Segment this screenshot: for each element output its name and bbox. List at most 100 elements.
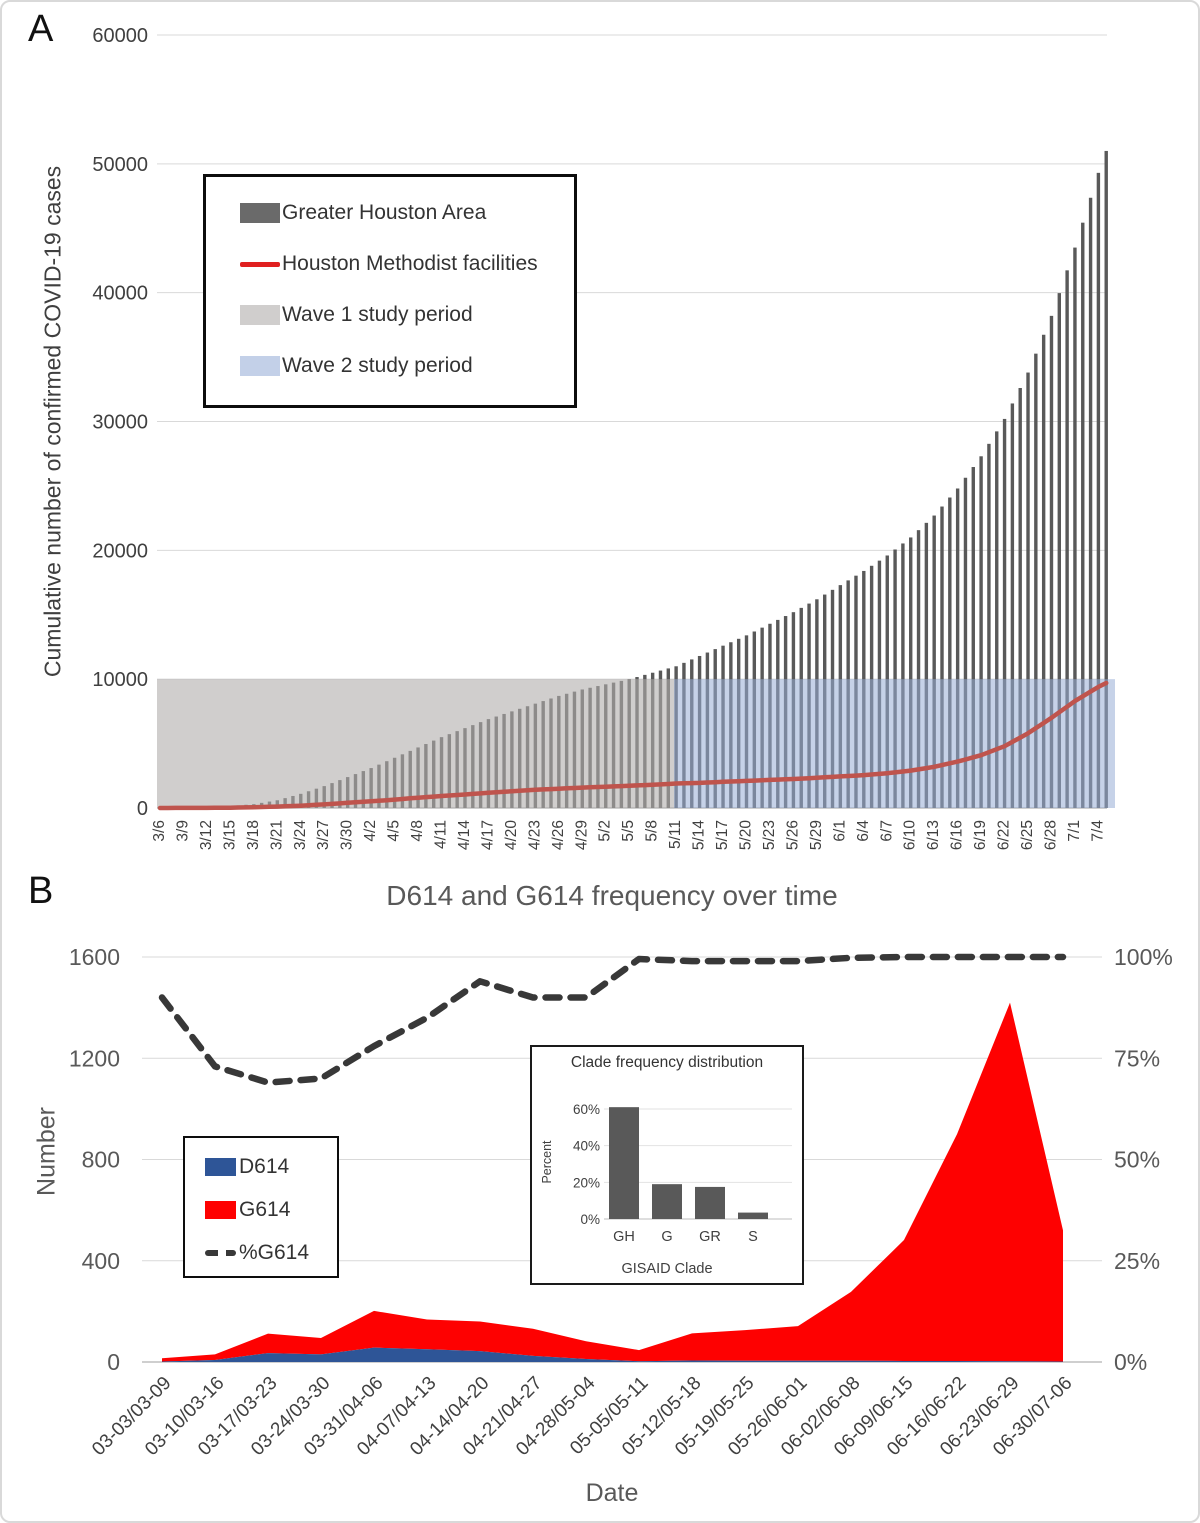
panel-b-chart: 0 0%400 25%800 50%1200 75%1600 100%03-03/03-0… xyxy=(69,944,1173,1460)
svg-text:800: 800 xyxy=(82,1147,120,1173)
svg-text:6/28: 6/28 xyxy=(1042,820,1059,850)
svg-text:100%: 100% xyxy=(1114,944,1173,970)
houston-area-bar-swatch-icon xyxy=(240,203,280,223)
svg-text:4/8: 4/8 xyxy=(409,820,426,842)
svg-text:4/23: 4/23 xyxy=(526,820,543,850)
svg-text:6/10: 6/10 xyxy=(902,820,919,851)
pct-g614-dash-swatch-icon xyxy=(205,1250,236,1256)
svg-text:5/26: 5/26 xyxy=(784,820,801,850)
panel-b-legend: D614 G614 %G614 xyxy=(183,1136,339,1278)
svg-text:6/19: 6/19 xyxy=(972,820,989,850)
inset-title: Clade frequency distribution xyxy=(570,1054,764,1071)
svg-text:5/5: 5/5 xyxy=(620,820,637,842)
panel-b-label: B xyxy=(28,870,54,912)
svg-text:3/24: 3/24 xyxy=(292,820,309,851)
svg-text:4/11: 4/11 xyxy=(433,820,450,849)
svg-text:20000: 20000 xyxy=(92,540,148,562)
legend-label: Wave 1 study period xyxy=(282,303,473,326)
panel-b-y-axis-title: Number xyxy=(32,1107,61,1196)
svg-text:6/7: 6/7 xyxy=(878,820,895,842)
inset-x-axis-title: GISAID Clade xyxy=(621,1261,713,1277)
svg-text:7/4: 7/4 xyxy=(1089,820,1106,842)
svg-text:1200: 1200 xyxy=(69,1045,120,1071)
svg-text:5/11: 5/11 xyxy=(667,820,684,849)
svg-text:5/29: 5/29 xyxy=(808,820,825,850)
legend-item-wave1: Wave 1 study period xyxy=(240,303,574,327)
svg-text:G: G xyxy=(661,1229,672,1245)
inset-y-axis-title: Percent xyxy=(540,1140,554,1184)
svg-text:5/17: 5/17 xyxy=(714,820,731,850)
svg-text:0%: 0% xyxy=(1114,1349,1147,1375)
svg-text:3/9: 3/9 xyxy=(174,820,191,842)
g614-area-swatch-icon xyxy=(205,1201,236,1219)
svg-text:6/4: 6/4 xyxy=(855,820,872,842)
panel-a-y-axis-title: Cumulative number of confirmed COVID-19 … xyxy=(39,165,66,678)
svg-text:3/21: 3/21 xyxy=(268,820,285,850)
svg-text:3/18: 3/18 xyxy=(245,820,262,850)
svg-text:30000: 30000 xyxy=(92,412,148,434)
svg-text:S: S xyxy=(748,1229,758,1245)
svg-text:6/22: 6/22 xyxy=(996,820,1013,850)
svg-text:40%: 40% xyxy=(573,1139,600,1154)
legend-item-wave2: Wave 2 study period xyxy=(240,354,574,378)
svg-text:0: 0 xyxy=(107,1349,120,1375)
svg-text:40000: 40000 xyxy=(92,283,148,305)
legend-item-greater-houston: Greater Houston Area xyxy=(240,201,574,225)
legend-label: G614 xyxy=(239,1198,291,1221)
svg-text:1600: 1600 xyxy=(69,944,120,970)
legend-item-g614: G614 xyxy=(205,1198,337,1222)
svg-text:3/27: 3/27 xyxy=(315,820,332,850)
svg-text:5/14: 5/14 xyxy=(691,820,708,851)
svg-text:20%: 20% xyxy=(573,1175,600,1190)
inset-chart-svg: 0% 20% 40% 60% GH G GR S xyxy=(573,1102,792,1245)
svg-text:4/2: 4/2 xyxy=(362,820,379,842)
svg-text:4/5: 4/5 xyxy=(386,820,403,842)
legend-label: Greater Houston Area xyxy=(282,201,487,224)
wave2-area-swatch-icon xyxy=(240,356,280,376)
svg-text:4/29: 4/29 xyxy=(573,820,590,850)
svg-text:GH: GH xyxy=(613,1229,635,1245)
svg-text:3/15: 3/15 xyxy=(221,820,238,850)
legend-label: D614 xyxy=(239,1155,290,1178)
legend-label: %G614 xyxy=(239,1241,310,1264)
svg-text:4/17: 4/17 xyxy=(479,820,496,850)
legend-item-pct-g614: %G614 xyxy=(205,1241,337,1265)
svg-text:4/26: 4/26 xyxy=(550,820,567,850)
svg-text:5/8: 5/8 xyxy=(644,820,661,842)
panel-a-label: A xyxy=(28,8,54,50)
svg-text:6/16: 6/16 xyxy=(949,820,966,850)
legend-label: Houston Methodist facilities xyxy=(282,252,538,275)
svg-text:5/2: 5/2 xyxy=(597,820,614,842)
svg-text:6/13: 6/13 xyxy=(925,820,942,850)
panel-b-title: D614 and G614 frequency over time xyxy=(386,880,838,911)
svg-text:0: 0 xyxy=(137,798,148,820)
svg-text:50000: 50000 xyxy=(92,154,148,176)
legend-item-methodist: Houston Methodist facilities xyxy=(240,252,574,276)
svg-text:60%: 60% xyxy=(573,1102,600,1117)
svg-text:3/12: 3/12 xyxy=(198,820,215,850)
svg-text:400: 400 xyxy=(82,1248,120,1274)
svg-text:GR: GR xyxy=(699,1229,721,1245)
legend-item-d614: D614 xyxy=(205,1155,337,1179)
svg-text:60000: 60000 xyxy=(92,25,148,47)
legend-label: Wave 2 study period xyxy=(282,354,473,377)
svg-text:75%: 75% xyxy=(1114,1045,1160,1071)
svg-text:0%: 0% xyxy=(580,1212,600,1227)
svg-text:3/6: 3/6 xyxy=(151,820,168,842)
svg-text:25%: 25% xyxy=(1114,1248,1160,1274)
svg-text:50%: 50% xyxy=(1114,1147,1160,1173)
svg-text:3/30: 3/30 xyxy=(339,820,356,851)
svg-text:7/1: 7/1 xyxy=(1066,820,1083,842)
wave1-area-swatch-icon xyxy=(240,305,280,325)
svg-text:6/25: 6/25 xyxy=(1019,820,1036,850)
panel-b-x-axis-title: Date xyxy=(585,1479,639,1507)
panel-a-legend: Greater Houston Area Houston Methodist f… xyxy=(203,174,577,408)
d614-area-swatch-icon xyxy=(205,1158,236,1176)
inset-clade-chart: Clade frequency distribution Percent 0% 2… xyxy=(530,1045,804,1285)
svg-text:5/23: 5/23 xyxy=(761,820,778,850)
panel-a-chart: 0 10000 20000 30000 40000 50000 60000 3/6 3/9 3/1… xyxy=(92,25,1115,851)
svg-text:4/20: 4/20 xyxy=(503,820,520,851)
methodist-line-swatch-icon xyxy=(240,261,280,267)
svg-text:6/1: 6/1 xyxy=(831,820,848,842)
